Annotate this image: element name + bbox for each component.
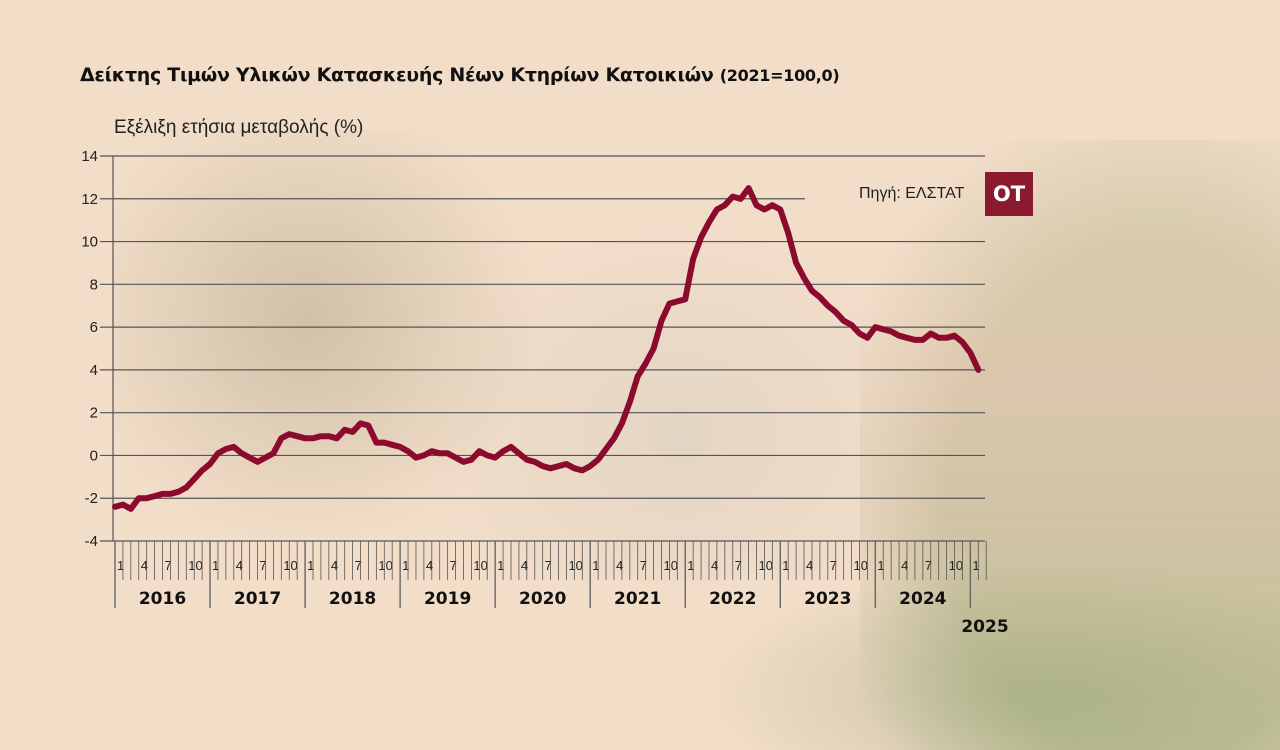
month-tick-label: 1 [307, 558, 314, 573]
y-tick-label: 12 [81, 191, 98, 208]
y-axis-ticks: 14 12 10 8 6 4 2 0 -2 -4 [81, 148, 98, 550]
month-tick-label: 4 [426, 558, 433, 573]
year-label: 2022 [709, 589, 756, 609]
month-tick-label: 10 [378, 558, 392, 573]
month-tick-label: 1 [212, 558, 219, 573]
y-tick-label: 6 [90, 319, 98, 336]
source-label: Πηγή: ΕΛΣΤΑΤ [859, 185, 965, 202]
month-tick-label: 7 [640, 558, 647, 573]
month-tick-label: 10 [759, 558, 773, 573]
month-tick-label: 4 [236, 558, 243, 573]
month-tick-label: 1 [117, 558, 124, 573]
year-label: 2019 [424, 589, 471, 609]
month-tick-label: 4 [141, 558, 148, 573]
y-tick-label: 4 [90, 362, 98, 379]
y-tick-label: -4 [85, 533, 98, 550]
year-label: 2025 [961, 617, 1008, 637]
series-line [112, 185, 982, 512]
year-label: 2024 [899, 589, 946, 609]
month-tick-label: 7 [450, 558, 457, 573]
month-tick-label: 7 [925, 558, 932, 573]
month-tick-label: 10 [188, 558, 202, 573]
month-tick-label: 7 [260, 558, 267, 573]
month-tick-label: 7 [355, 558, 362, 573]
y-tick-label: 14 [81, 148, 98, 165]
month-tick-label: 1 [497, 558, 504, 573]
ot-logo: OT [985, 172, 1033, 216]
y-tick-label: -2 [85, 490, 98, 507]
month-tick-label: 10 [949, 558, 963, 573]
month-tick-label: 10 [568, 558, 582, 573]
month-tick-label: 4 [806, 558, 813, 573]
grid-lines [100, 155, 985, 542]
month-tick-label: 4 [521, 558, 528, 573]
month-tick-label: 10 [854, 558, 868, 573]
year-label: 2021 [614, 589, 661, 609]
background-blueprints [420, 220, 940, 580]
y-axis-label: Εξέλιξη ετήσια μεταβολής (%) [114, 117, 364, 138]
month-tick-label: 1 [592, 558, 599, 573]
year-label: 2017 [234, 589, 281, 609]
year-label: 2018 [329, 589, 376, 609]
month-tick-label: 4 [901, 558, 908, 573]
month-tick-label: 1 [687, 558, 694, 573]
chart-title: Δείκτης Τιμών Υλικών Κατασκευής Νέων Κτη… [80, 64, 840, 86]
month-tick-label: 4 [616, 558, 623, 573]
month-tick-label: 7 [830, 558, 837, 573]
month-tick-label: 10 [283, 558, 297, 573]
month-tick-label: 1 [782, 558, 789, 573]
background-building-left [112, 130, 542, 550]
month-tick-label: 1 [972, 558, 979, 573]
month-tick-label: 1 [402, 558, 409, 573]
year-label: 2020 [519, 589, 566, 609]
y-tick-label: 8 [90, 276, 98, 293]
month-tick-label: 4 [331, 558, 338, 573]
month-tick-label: 10 [663, 558, 677, 573]
year-label: 2023 [804, 589, 851, 609]
year-label: 2016 [139, 589, 186, 609]
y-tick-label: 0 [90, 447, 98, 464]
chart-title-suffix: (2021=100,0) [719, 66, 840, 85]
month-tick-label: 4 [711, 558, 718, 573]
month-tick-label: 7 [545, 558, 552, 573]
x-axis: 1 4 7 10 1 4 7 10 1 4 7 10 1 4 7 10 1 4 7 10 1 4 7 10 1 4 7 10 1 4 7 10… [114, 541, 1009, 637]
month-tick-label: 10 [473, 558, 487, 573]
y-tick-label: 2 [90, 405, 98, 422]
chart-title-main: Δείκτης Τιμών Υλικών Κατασκευής Νέων Κτη… [80, 64, 714, 86]
month-tick-label: 7 [735, 558, 742, 573]
month-tick-label: 7 [165, 558, 172, 573]
background-street [700, 560, 1280, 750]
y-tick-label: 10 [81, 234, 98, 251]
month-tick-label: 1 [877, 558, 884, 573]
